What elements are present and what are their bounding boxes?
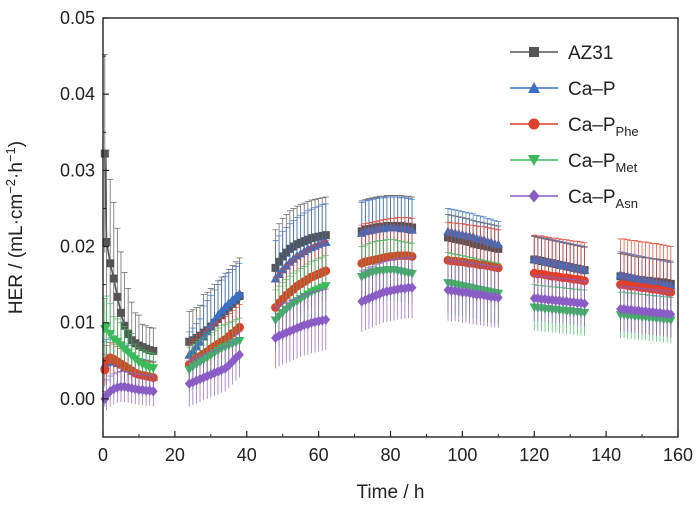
legend-label: AZ31: [568, 43, 613, 64]
data-point: [580, 298, 589, 309]
data-point: [120, 321, 129, 330]
x-tick-label: 20: [165, 445, 185, 465]
data-point: [105, 330, 115, 339]
data-point: [368, 291, 377, 303]
legend-item: Ca–P: [510, 79, 616, 100]
data-point: [321, 314, 331, 325]
data-point: [149, 346, 158, 355]
data-point: [148, 386, 158, 397]
data-point: [292, 322, 302, 334]
data-point: [357, 296, 367, 307]
legend-item: AZ31: [510, 43, 613, 64]
y-tick-label: 0.04: [60, 84, 95, 104]
series-5: [100, 256, 676, 411]
data-point: [100, 365, 110, 375]
data-point: [278, 328, 288, 340]
legend-marker: [528, 82, 540, 93]
data-point: [371, 290, 381, 301]
data-point: [407, 282, 417, 293]
data-point: [209, 315, 220, 325]
data-point: [109, 274, 118, 283]
x-tick-label: 0: [98, 445, 108, 465]
data-point: [321, 282, 331, 291]
legend-label: Ca–PAsn: [568, 187, 638, 211]
y-tick-label: 0.00: [60, 389, 95, 409]
data-point: [116, 308, 125, 317]
series-line: [103, 153, 154, 352]
x-tick-label: 120: [519, 445, 549, 465]
data-point: [360, 294, 370, 306]
data-point: [113, 292, 122, 301]
data-point: [281, 327, 291, 338]
data-point: [289, 324, 298, 335]
y-tick-label: 0.03: [60, 160, 95, 180]
data-point: [303, 319, 313, 330]
series-4: [99, 239, 676, 393]
legend: AZ31 Ca–P Ca–PPhe Ca–PMet Ca–PAsn: [510, 43, 639, 211]
x-tick-label: 100: [447, 445, 477, 465]
x-tick-label: 40: [237, 445, 257, 465]
data-point: [493, 292, 503, 303]
x-tick-label: 60: [309, 445, 329, 465]
x-tick-label: 80: [380, 445, 400, 465]
data-point: [235, 349, 244, 360]
legend-label: Ca–P: [568, 79, 616, 100]
legend-label: Ca–PPhe: [568, 115, 639, 139]
legend-marker: [528, 155, 540, 166]
x-tick-label: 160: [663, 445, 693, 465]
series-layer: [99, 54, 676, 411]
data-point: [666, 309, 676, 320]
data-point: [364, 293, 374, 304]
y-tick-label: 0.01: [60, 313, 95, 333]
y-tick-label: 0.05: [60, 8, 95, 28]
legend-item: Ca–PMet: [510, 151, 638, 175]
data-point: [102, 237, 111, 246]
x-tick-label: 140: [591, 445, 621, 465]
data-point: [274, 330, 284, 341]
data-point: [285, 325, 295, 337]
legend-marker: [528, 118, 540, 130]
y-axis-label: HER / (mL·cm−2·h−1): [3, 141, 28, 314]
series-1: [100, 54, 675, 380]
x-axis-label: Time / h: [357, 482, 425, 503]
legend-marker: [529, 47, 539, 57]
y-tick-label: 0.02: [60, 237, 95, 257]
data-point: [106, 259, 115, 268]
legend-label: Ca–PMet: [568, 151, 638, 175]
data-point: [101, 322, 112, 332]
axes: 0 20 40 60 80 100 120 140 160 0.00 0.01 0.02 0.03 0.0…: [60, 8, 693, 465]
legend-marker: [528, 189, 540, 203]
data-point: [271, 332, 280, 344]
data-point: [213, 310, 223, 320]
legend-item: Ca–PPhe: [510, 115, 639, 139]
legend-item: Ca–PAsn: [510, 187, 638, 211]
data-point: [296, 321, 306, 332]
data-point: [148, 364, 159, 374]
data-point: [100, 149, 109, 158]
data-point: [375, 288, 385, 299]
data-point: [234, 288, 245, 298]
